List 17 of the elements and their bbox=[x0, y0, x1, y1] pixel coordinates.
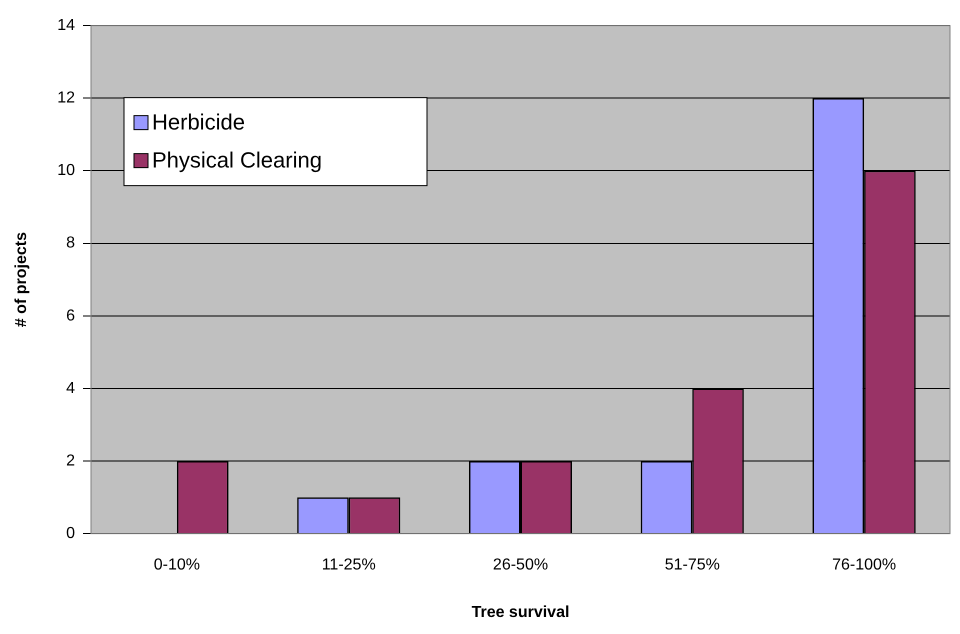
x-tick-label: 0-10% bbox=[154, 556, 200, 574]
legend-label: Herbicide bbox=[152, 110, 245, 135]
y-tick-label: 14 bbox=[57, 17, 76, 34]
x-tick-label: 76-100% bbox=[832, 556, 896, 574]
y-tick-label: 2 bbox=[66, 452, 76, 470]
y-tick-label: 10 bbox=[57, 162, 76, 180]
x-tick-label: 26-50% bbox=[492, 556, 548, 574]
y-axis-title: # of projects bbox=[13, 232, 30, 328]
y-tick-label: 6 bbox=[66, 307, 76, 324]
x-tick-label: 51-75% bbox=[664, 556, 720, 574]
y-tick-label: 8 bbox=[66, 234, 76, 252]
y-tick-label: 0 bbox=[66, 525, 76, 542]
y-tick-label: 12 bbox=[57, 90, 76, 107]
x-axis-title: Tree survival bbox=[472, 604, 570, 621]
y-tick-label: 4 bbox=[66, 380, 76, 397]
x-tick-label: 11-25% bbox=[322, 556, 376, 574]
legend-label: Physical Clearing bbox=[152, 148, 322, 173]
